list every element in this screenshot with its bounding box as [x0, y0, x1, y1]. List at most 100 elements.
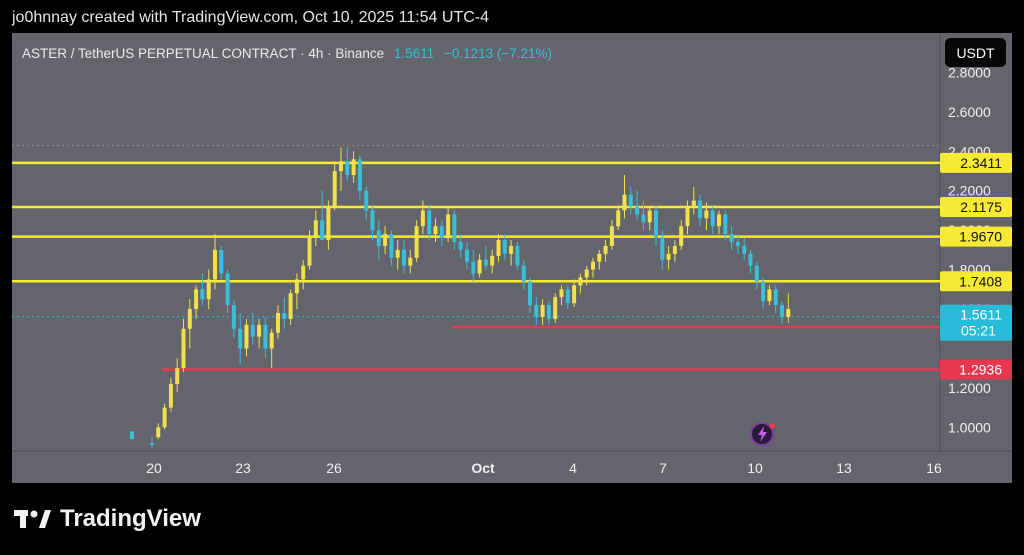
- candle: [691, 200, 696, 207]
- candle: [767, 289, 772, 302]
- candle: [301, 265, 306, 280]
- candle: [578, 277, 583, 286]
- level-price-label: 1.2936: [959, 361, 1002, 377]
- candle: [452, 214, 457, 242]
- candle: [238, 328, 243, 349]
- candle: [672, 245, 677, 254]
- symbol-legend: ASTER / TetherUS PERPETUAL CONTRACT · 4h…: [22, 46, 552, 61]
- candle: [414, 226, 419, 258]
- candle: [181, 328, 186, 369]
- candle: [389, 234, 394, 258]
- candle: [748, 253, 753, 266]
- x-tick-label: 10: [747, 460, 763, 476]
- candle: [509, 245, 514, 254]
- candle: [257, 324, 262, 337]
- level-price-label: 2.1175: [960, 199, 1002, 215]
- level-price-label: 1.7408: [959, 273, 1002, 289]
- candle: [276, 312, 280, 333]
- candle: [339, 161, 343, 172]
- candle: [168, 383, 173, 408]
- x-tick-label: Oct: [471, 460, 495, 476]
- candle: [465, 249, 469, 262]
- candle: [584, 269, 589, 278]
- candle: [213, 249, 217, 280]
- x-tick-label: 23: [235, 460, 251, 476]
- chart-panel[interactable]: 2.80002.60002.40002.20002.00001.80001.60…: [12, 33, 1012, 483]
- candle: [660, 238, 665, 260]
- candle: [679, 226, 684, 246]
- x-tick-label: 7: [659, 460, 667, 476]
- y-tick-label: 2.2000: [948, 183, 991, 199]
- candle: [231, 305, 236, 329]
- candle: [534, 305, 539, 317]
- current-price-label: 1.5611: [960, 307, 1002, 323]
- candle: [150, 443, 154, 446]
- candle: [446, 214, 451, 239]
- candle: [723, 214, 728, 235]
- candle: [395, 249, 400, 258]
- candle: [528, 281, 532, 306]
- candle: [565, 289, 570, 304]
- candle: [780, 305, 784, 317]
- attribution-text: jo0hnnay created with TradingView.com, O…: [12, 9, 490, 26]
- candle: [313, 220, 318, 237]
- candle: [515, 245, 520, 266]
- candle: [439, 226, 444, 239]
- candle: [786, 309, 791, 317]
- brand-name: TradingView: [60, 505, 201, 532]
- x-tick-label: 16: [926, 460, 942, 476]
- candle: [402, 249, 406, 266]
- candle: [200, 289, 205, 300]
- candle: [383, 234, 388, 246]
- candle: [591, 261, 595, 270]
- candle: [490, 255, 495, 266]
- candle: [263, 324, 268, 349]
- candle: [735, 242, 740, 246]
- candle: [219, 249, 224, 274]
- candle: [320, 220, 325, 241]
- x-tick-label: 4: [569, 460, 577, 476]
- candle: [206, 279, 211, 300]
- level-price-tag: [940, 359, 1012, 380]
- candle: [546, 305, 551, 319]
- candle: [408, 257, 413, 266]
- y-tick-label: 1.0000: [948, 419, 991, 435]
- candle: [483, 259, 488, 266]
- candle: [761, 281, 766, 302]
- candle: [710, 210, 715, 227]
- symbol-title: ASTER / TetherUS PERPETUAL CONTRACT · 4h…: [22, 46, 385, 61]
- candle: [521, 265, 526, 282]
- candle: [647, 210, 652, 223]
- candle: [609, 226, 614, 246]
- candle: [729, 234, 734, 242]
- candle: [370, 210, 375, 231]
- candle: [742, 245, 747, 254]
- candle: [376, 230, 381, 246]
- candle: [553, 297, 558, 319]
- candle: [754, 265, 759, 282]
- candle: [685, 206, 690, 227]
- candle: [294, 279, 299, 294]
- candle: [427, 210, 432, 235]
- candle: [269, 332, 274, 349]
- candlestick-chart[interactable]: 2.80002.60002.40002.20002.00001.80001.60…: [12, 33, 1012, 483]
- candle: [244, 324, 249, 349]
- currency-button[interactable]: USDT: [945, 38, 1006, 67]
- candle: [773, 289, 778, 306]
- candle: [471, 261, 476, 274]
- y-tick-label: 1.2000: [948, 380, 991, 396]
- countdown-label: 05:21: [961, 323, 996, 339]
- candle: [194, 289, 199, 310]
- candle: [559, 289, 564, 298]
- candle: [130, 431, 134, 440]
- footer-brand: TradingView: [14, 505, 201, 533]
- candle: [364, 190, 369, 211]
- level-price-tag: [940, 271, 1012, 292]
- candle: [622, 194, 627, 211]
- candle: [175, 368, 180, 384]
- level-price-tag: [940, 152, 1012, 173]
- candle: [250, 324, 255, 337]
- candle: [641, 214, 646, 223]
- candle: [307, 236, 312, 266]
- x-tick-label: 13: [836, 460, 852, 476]
